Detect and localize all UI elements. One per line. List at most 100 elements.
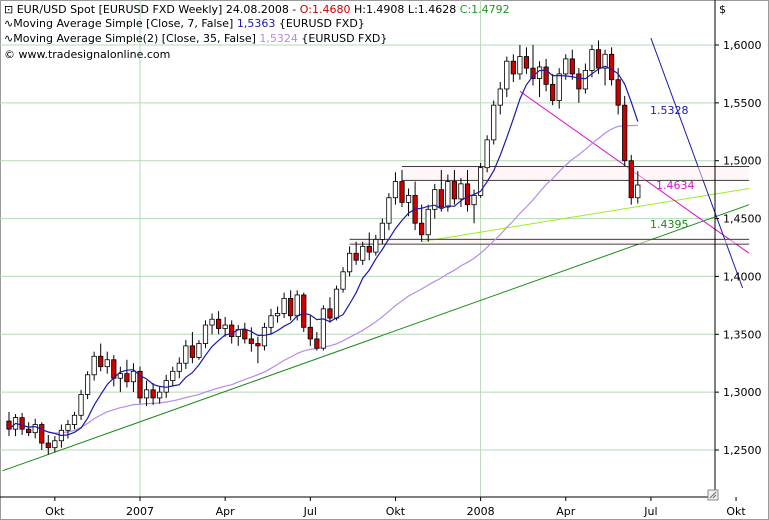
candle-body [445, 181, 451, 208]
legend-low-value: 1.4628 [418, 3, 457, 16]
candle-body [366, 245, 372, 253]
trendline-short-uptrend [421, 187, 750, 243]
candle [45, 434, 51, 455]
legend: ⊡ EUR/USD Spot [EURUSD FXD Weekly] 24.08… [4, 3, 510, 61]
candle [543, 58, 549, 92]
candle [274, 306, 281, 323]
candle-body [419, 222, 425, 236]
candle-body [556, 73, 562, 101]
candle-body [327, 308, 333, 319]
resize-grip-icon[interactable] [707, 489, 719, 501]
candle [504, 56, 510, 98]
trend-lines [2, 37, 750, 472]
candle [419, 204, 425, 242]
candle-body [294, 294, 300, 317]
candle-body [536, 66, 543, 79]
y-tick-label: 1,4000 [723, 270, 762, 283]
candle [104, 351, 110, 374]
candle-body [399, 181, 405, 203]
candle-body [301, 294, 307, 328]
candle-body [255, 343, 261, 347]
candle [288, 290, 294, 321]
candle [98, 343, 104, 372]
candle-body [78, 394, 84, 416]
candle [189, 331, 195, 364]
candle-body [111, 359, 117, 379]
candle [550, 73, 556, 106]
candle-body [609, 53, 615, 81]
support-value-label: 1.4395 [650, 218, 689, 231]
candle-body [425, 208, 431, 236]
y-tick-label: 1,5500 [723, 97, 762, 110]
candle [137, 366, 143, 404]
wave-icon: ∿ [4, 32, 13, 45]
candle [314, 331, 320, 351]
candle-body [150, 389, 156, 399]
candle [589, 45, 595, 78]
candle-body [353, 252, 359, 261]
candle-body [576, 73, 582, 90]
candle-body [202, 324, 209, 344]
candle-body [595, 49, 602, 69]
candle [517, 45, 523, 80]
candle [615, 68, 621, 115]
y-tick-label: 1,3500 [723, 328, 762, 341]
candle-body [39, 424, 45, 444]
candle [602, 49, 608, 86]
candle [91, 351, 97, 381]
candle [609, 47, 615, 86]
candle-body [288, 298, 294, 317]
candle [183, 340, 189, 369]
candle-body [157, 391, 163, 399]
legend-high-value: 1.4908 [366, 3, 405, 16]
candle [432, 183, 438, 219]
y-tick-label: 1,3000 [723, 386, 762, 399]
candle-body [510, 60, 516, 75]
candle-body [242, 329, 248, 340]
candle-body [104, 359, 110, 368]
candle-body [215, 318, 222, 329]
support-zone [349, 239, 750, 245]
candle-body [19, 417, 25, 430]
candle-body [438, 189, 444, 208]
candle-body [65, 424, 71, 431]
ma7-line [8, 65, 639, 437]
candle-body [45, 442, 51, 449]
candle [635, 171, 641, 204]
candle [366, 232, 372, 261]
x-tick-label: Okt [726, 505, 746, 518]
candle-body [615, 79, 621, 106]
candle-body [176, 362, 182, 372]
legend-open-value: 1.4680 [312, 3, 351, 16]
candle [373, 234, 379, 256]
resistance-zone [402, 166, 750, 181]
candle-body [373, 238, 379, 253]
candle-body [143, 389, 150, 399]
candle-body [307, 326, 313, 340]
candle-body [314, 338, 320, 349]
y-tick-label: 1,5000 [723, 155, 762, 168]
candle-body [432, 189, 438, 210]
candle-body [386, 197, 392, 224]
candle-body [346, 252, 353, 273]
candle-body [248, 338, 254, 344]
candle-body [602, 53, 608, 69]
x-tick-label: Jul [643, 505, 657, 518]
grid [0, 0, 715, 497]
y-tick-label: 1,6000 [723, 39, 762, 52]
y-tick-label: 1,4500 [723, 213, 762, 226]
candle [281, 292, 287, 319]
candle [215, 311, 222, 335]
candle-body [530, 67, 536, 79]
legend-copyright: © www.tradesignalonline.com [4, 48, 170, 61]
candle-body [130, 370, 137, 383]
candle-body [635, 184, 641, 199]
x-tick-label: 2008 [467, 505, 495, 518]
x-tick-label: Okt [45, 505, 65, 518]
candle-body [189, 345, 195, 358]
candle [130, 363, 137, 393]
candle [556, 68, 562, 109]
candle [157, 386, 163, 404]
ma-value-label: 1.5328 [650, 104, 689, 117]
